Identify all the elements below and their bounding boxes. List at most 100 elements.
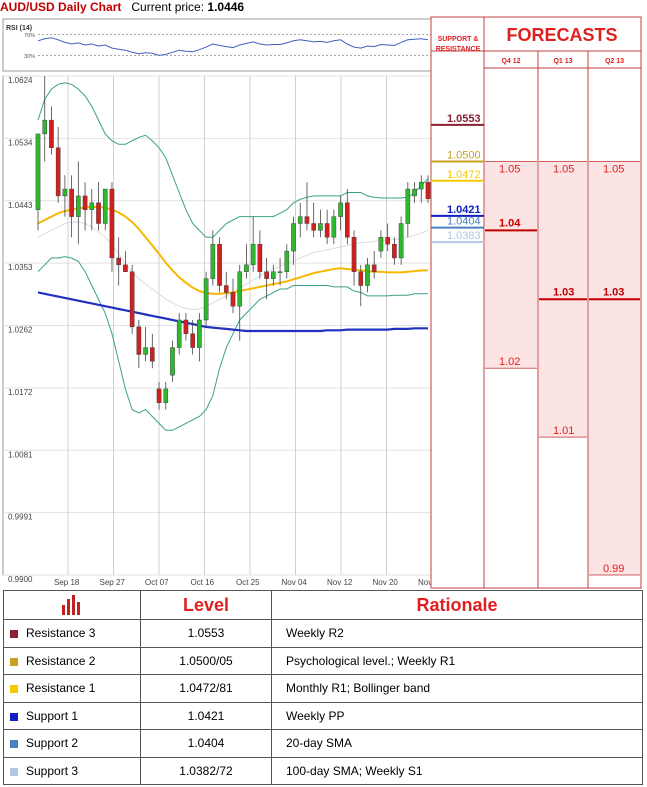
x-tick-label: Sep 18 — [54, 578, 80, 587]
row-rationale: Monthly R1; Bollinger band — [271, 674, 643, 703]
candle-body — [418, 181, 424, 190]
row-name: Support 3 — [26, 763, 79, 778]
color-swatch — [10, 740, 18, 749]
candle-body — [338, 202, 343, 217]
y-tick-label: 1.0443 — [8, 201, 33, 210]
forecast-low-label: 1.02 — [499, 356, 520, 368]
candle-body — [156, 388, 162, 403]
forecast-column-header: Q2 13 — [605, 58, 624, 65]
candle-body — [237, 271, 243, 307]
table-row: Resistance 2 1.0500/05 Psychological lev… — [3, 646, 643, 675]
row-name-cell: Resistance 3 — [3, 619, 141, 648]
color-swatch — [10, 630, 18, 639]
forecast-low-label: 0.99 — [603, 563, 624, 575]
candle-body — [42, 119, 48, 135]
candle-body — [190, 333, 195, 348]
candle-body — [150, 347, 155, 362]
row-name: Resistance 2 — [26, 653, 96, 668]
candle-body — [271, 271, 276, 279]
candle-body — [345, 202, 350, 238]
table-row: Support 2 1.0404 20-day SMA — [3, 729, 643, 758]
candle-body — [49, 119, 54, 148]
rsi-level-label: 30% — [24, 54, 35, 60]
y-tick-label: 1.0353 — [8, 263, 33, 272]
candle-body — [102, 188, 108, 224]
forecast-range — [589, 161, 640, 575]
sr-level-label: 1.0421 — [447, 204, 481, 216]
candle-body — [89, 202, 95, 210]
rationale-header-text: Rationale — [416, 594, 498, 615]
row-name-cell: Support 2 — [3, 729, 141, 758]
candle-body — [203, 278, 209, 321]
table-row: Support 3 1.0382/72 100-day SMA; Weekly … — [3, 756, 643, 785]
candle-body — [116, 257, 121, 266]
table-row: Support 1 1.0421 Weekly PP — [3, 701, 643, 730]
forecast-median-label: 1.04 — [499, 217, 521, 229]
candle-body — [35, 133, 41, 210]
level-header: Level — [140, 590, 272, 620]
candle-body — [412, 188, 417, 197]
row-rationale: Weekly PP — [271, 701, 643, 730]
candle-body — [170, 347, 175, 376]
x-tick-label: Nov 12 — [327, 578, 353, 587]
y-tick-label: 0.9991 — [8, 513, 33, 522]
price-value: 1.0446 — [207, 0, 245, 14]
y-tick-label: 1.0624 — [8, 76, 33, 85]
x-tick-label: Oct 16 — [191, 578, 215, 587]
sr-header-line2: RESISTANCE — [436, 46, 481, 53]
rsi-line — [37, 37, 429, 56]
candle-body — [210, 243, 216, 279]
forecast-low-label: 1.01 — [553, 425, 574, 437]
bollinger-upper-line — [37, 82, 429, 238]
candle-body — [358, 271, 364, 286]
candle-body — [311, 223, 316, 231]
chart-canvas: 1.0624 1.0534 1.0443 1.0353 1.0262 1.0172 1.00… — [2, 16, 642, 589]
forecast-median-label: 1.03 — [603, 286, 624, 298]
rsi-level-label: 70% — [24, 33, 35, 39]
candle-body — [129, 271, 135, 328]
y-tick-label: 1.0534 — [8, 138, 33, 147]
candle-body — [405, 188, 411, 224]
candle-body — [277, 271, 283, 273]
forecast-range — [485, 161, 537, 369]
candle-body — [76, 195, 81, 217]
candle-body — [176, 319, 182, 348]
candle-body — [69, 188, 74, 217]
candle-body — [318, 223, 323, 231]
candle-body — [109, 188, 115, 259]
candle-body — [197, 319, 202, 348]
chart-header: AUD/USD Daily Chart Current price: 1.0446 — [0, 0, 430, 16]
bar-chart-icon — [62, 594, 80, 615]
sr-level-label: 1.0500 — [447, 149, 481, 161]
y-tick-label: 1.0081 — [8, 450, 33, 459]
candle-body — [230, 292, 236, 307]
candle-body — [55, 147, 61, 197]
rationale-header: Rationale — [271, 590, 643, 620]
sr-level-label: 1.0472 — [447, 169, 481, 181]
row-name: Support 2 — [26, 736, 79, 751]
sr-header-line1: SUPPORT & — [438, 36, 479, 43]
forecast-column-header: Q4 12 — [501, 58, 520, 65]
candle-body — [371, 264, 377, 272]
candle-body — [217, 243, 222, 286]
row-value: 1.0382/72 — [140, 756, 272, 785]
row-value: 1.0472/81 — [140, 674, 272, 703]
row-value: 1.0553 — [140, 619, 272, 648]
forecast-median-label: 1.03 — [553, 286, 574, 298]
levels-table: Level Rationale Resistance 3 1.0553 Week… — [3, 590, 643, 785]
table-row: Resistance 3 1.0553 Weekly R2 — [3, 619, 643, 648]
rsi-label: RSI (14) — [6, 25, 32, 32]
candle-body — [143, 347, 148, 355]
sr-level-label: 1.0553 — [447, 113, 481, 125]
candle-body — [183, 319, 189, 334]
candle-body — [123, 264, 128, 272]
candle-body — [297, 216, 303, 224]
candle-body — [365, 264, 370, 286]
x-tick-label: Oct 25 — [236, 578, 260, 587]
forecast-high-label: 1.05 — [553, 163, 574, 175]
candle-body — [223, 285, 229, 293]
color-swatch — [10, 712, 18, 721]
row-rationale: 20-day SMA — [271, 729, 643, 758]
row-rationale: 100-day SMA; Weekly S1 — [271, 756, 643, 785]
level-header-text: Level — [182, 594, 230, 615]
